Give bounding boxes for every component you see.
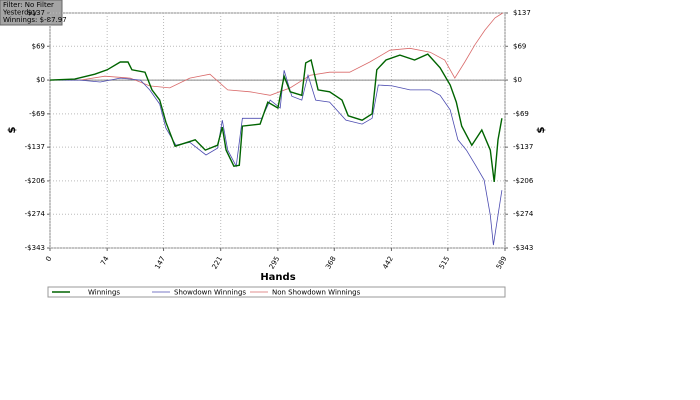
legend-label: Showdown Winnings (174, 289, 246, 297)
y2-tick-label: -$274 (513, 210, 534, 218)
series-line (50, 70, 503, 246)
y2-tick-label: -$137 (513, 143, 533, 151)
y2-tick-label: $69 (513, 42, 526, 50)
info-line: Filter: No Filter (3, 1, 54, 9)
y-tick-label: $69 (32, 42, 45, 50)
y-tick-label: -$206 (25, 177, 46, 185)
y2-tick-label: -$69 (513, 110, 529, 118)
x-tick-label: 0 (44, 255, 53, 263)
legend-label: Winnings (88, 289, 120, 297)
y-tick-label: -$274 (25, 210, 46, 218)
y2-tick-label: $0 (513, 76, 522, 84)
y-tick-label: $0 (36, 76, 45, 84)
x-axis-label: Hands (260, 272, 295, 283)
y2-axis-label: $ (536, 126, 547, 133)
y-tick-label: -$343 (25, 244, 45, 252)
y2-tick-label: -$343 (513, 244, 533, 252)
series-line (50, 12, 503, 96)
legend-label: Non Showdown Winnings (272, 289, 361, 297)
info-line: Yesterday (2, 9, 37, 17)
y2-tick-label: -$206 (513, 177, 534, 185)
x-tick-label: 74 (99, 255, 111, 267)
y-tick-label: $137 (27, 9, 45, 17)
legend-box (47, 286, 506, 298)
series-line (49, 53, 503, 182)
y-tick-label: -$137 (25, 143, 45, 151)
y-axis-label: $ (7, 126, 18, 133)
info-line: Winnings: $-87.97 (3, 16, 67, 24)
info-box (0, 0, 63, 26)
y2-tick-label: $137 (513, 9, 531, 17)
y-tick-label: -$69 (29, 110, 45, 118)
